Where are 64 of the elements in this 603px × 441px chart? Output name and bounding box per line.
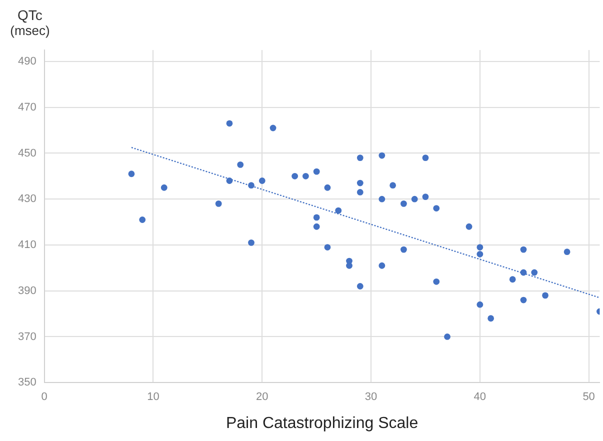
point	[128, 170, 135, 178]
point	[378, 196, 386, 202]
point	[313, 223, 320, 230]
point	[520, 296, 527, 304]
point	[292, 172, 298, 180]
x-tick-label: 0	[41, 391, 48, 404]
point	[509, 276, 516, 283]
point	[270, 124, 276, 132]
point	[476, 244, 484, 250]
point	[356, 154, 364, 162]
point	[531, 269, 538, 276]
point	[400, 246, 407, 253]
point	[476, 250, 484, 258]
x-tick-label: 50	[582, 391, 595, 404]
point	[564, 248, 570, 256]
point	[476, 301, 484, 308]
point	[422, 194, 429, 200]
point	[324, 184, 331, 191]
point	[488, 315, 494, 322]
y-tick-label: 470	[18, 101, 36, 114]
y-tick-label: 350	[18, 376, 36, 389]
point	[356, 283, 364, 290]
point	[433, 278, 440, 285]
point	[248, 239, 254, 246]
point	[466, 223, 472, 230]
point	[258, 178, 266, 184]
y-tick-label: 370	[18, 330, 36, 343]
point	[444, 334, 450, 340]
point	[248, 182, 254, 189]
point	[433, 205, 440, 212]
point	[313, 214, 320, 221]
point	[422, 154, 429, 162]
point	[400, 200, 407, 207]
x-tick-label: 10	[147, 391, 160, 404]
point	[160, 184, 168, 191]
x-axis-title: Pain Catastrophizing Scale	[226, 414, 418, 432]
point	[378, 152, 386, 159]
y-tick-label: 430	[18, 193, 36, 206]
x-tick-label: 20	[256, 391, 268, 404]
point	[237, 161, 244, 168]
point	[302, 172, 309, 180]
point	[356, 189, 364, 196]
point	[520, 269, 527, 276]
point	[139, 216, 146, 223]
y-tick-label: 490	[18, 56, 36, 68]
point	[542, 292, 548, 299]
point	[226, 120, 233, 127]
point	[520, 246, 527, 253]
y-tick-label: 410	[18, 239, 36, 252]
point	[378, 262, 386, 269]
point	[226, 178, 233, 184]
point	[411, 196, 418, 202]
point	[313, 168, 320, 175]
point	[335, 207, 342, 214]
point	[356, 180, 364, 186]
x-tick-label: 40	[474, 391, 486, 404]
point	[324, 244, 331, 250]
y-tick-label: 390	[18, 284, 36, 297]
point	[346, 262, 352, 269]
point	[215, 200, 222, 207]
y-tick-label: 450	[18, 147, 36, 160]
point	[390, 182, 396, 189]
x-tick-label: 30	[364, 391, 378, 404]
y-axis-title: QTc (msec)	[9, 7, 51, 38]
